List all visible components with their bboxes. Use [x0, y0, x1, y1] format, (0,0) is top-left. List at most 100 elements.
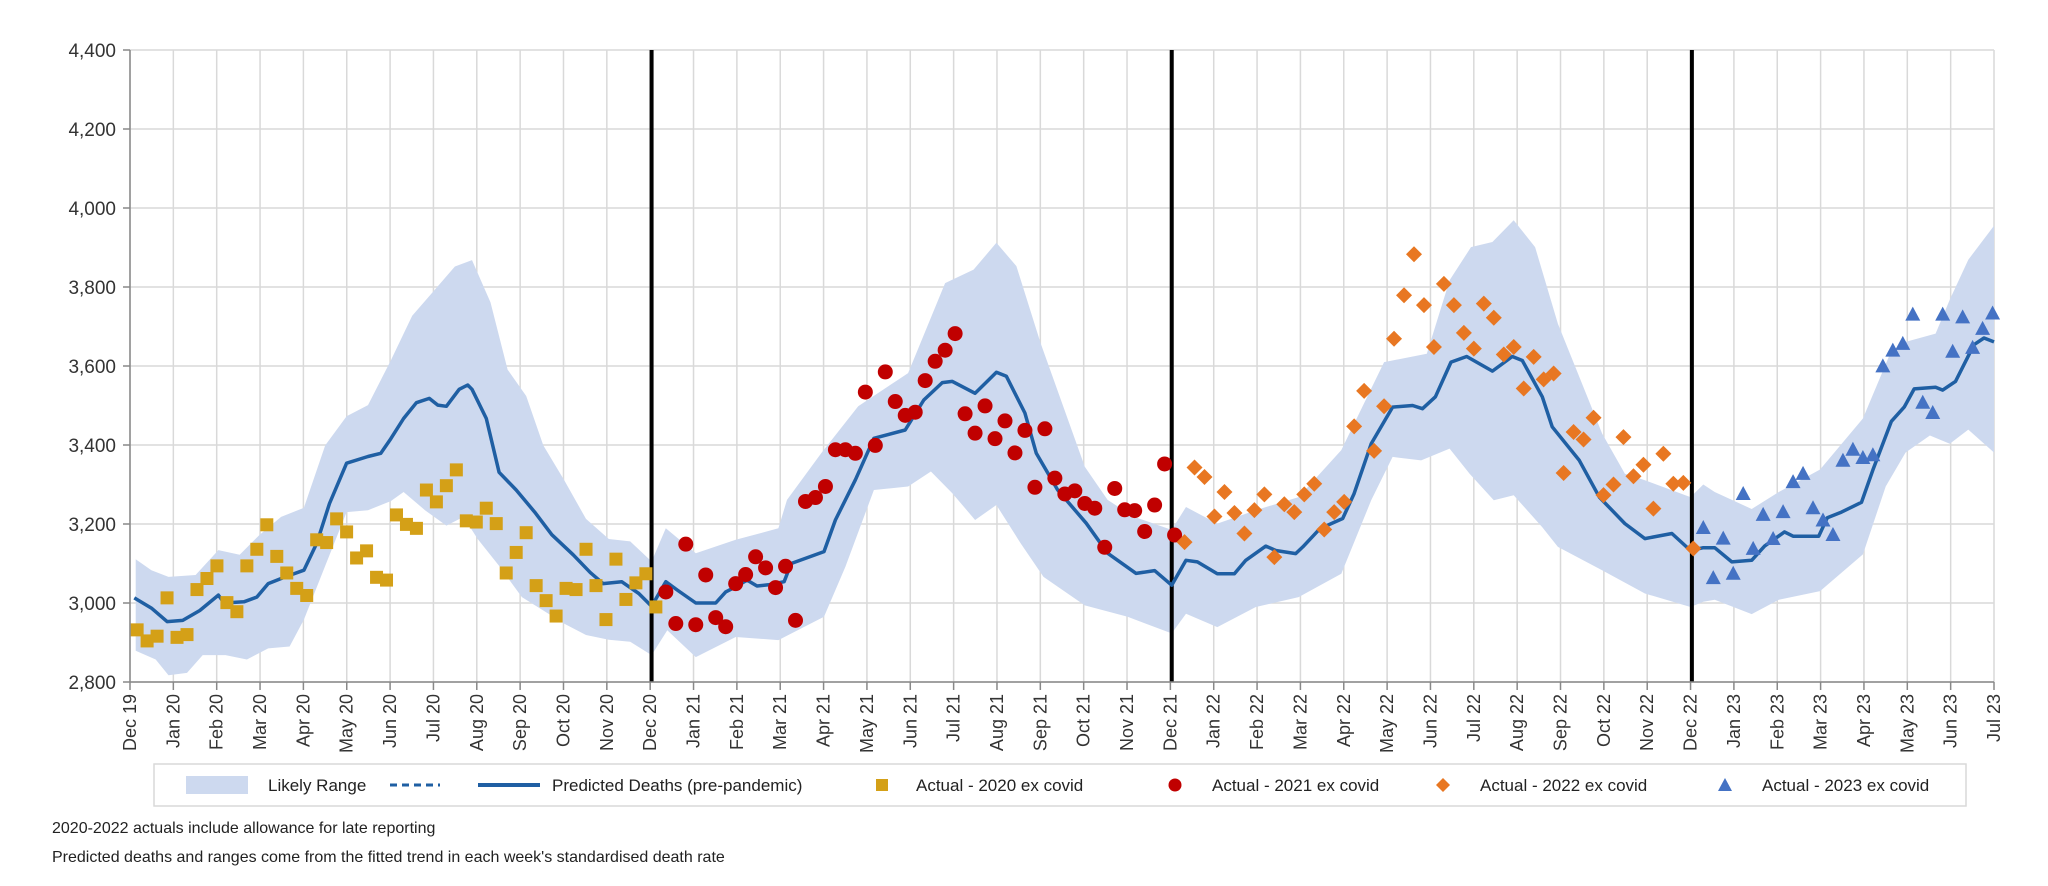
footnote-late-reporting: 2020-2022 actuals include allowance for … [52, 820, 435, 837]
actual-diamond-point [1475, 295, 1492, 312]
actual-circle-point [708, 610, 724, 626]
actual-square-point [160, 591, 174, 605]
x-tick-label: Nov 22 [1637, 694, 1657, 751]
actual-diamond-point [1525, 348, 1542, 365]
actual-diamond-point [1635, 456, 1652, 473]
actual-circle-point [917, 373, 933, 389]
actual-triangle-point [1735, 485, 1751, 500]
actual-circle-point [1127, 503, 1143, 519]
actual-circle-point [738, 567, 754, 583]
x-tick-label: Apr 21 [814, 694, 834, 747]
actual-square-point [180, 628, 194, 642]
actual-square-point [380, 573, 394, 587]
x-tick-label: Jul 22 [1464, 694, 1484, 742]
actual-circle-point [987, 431, 1003, 447]
x-tick-label: Oct 22 [1594, 694, 1614, 747]
actual-square-point [230, 605, 244, 619]
x-tick-label: May 21 [857, 694, 877, 753]
actual-triangle-point [1965, 339, 1981, 354]
actual-triangle-point [1875, 358, 1891, 373]
predicted-deaths-line [133, 336, 1995, 624]
actual-circle-point [1027, 479, 1043, 495]
actual-triangle-point [1765, 531, 1781, 546]
actual-diamond-point [1196, 468, 1213, 485]
actual-triangle-point [1795, 465, 1811, 480]
legend-box [153, 763, 1967, 807]
actual-square-point [539, 594, 553, 608]
actual-circle-point [748, 549, 764, 565]
y-tick-label: 4,400 [68, 41, 116, 62]
x-tick-label: Jun 21 [900, 694, 920, 748]
actual-square-point [330, 512, 344, 526]
actual-square-point [300, 588, 314, 602]
legend: Likely Range Predicted Deaths (pre-pande… [153, 763, 1967, 807]
actual-circle-point [967, 425, 983, 441]
x-tick-label: Feb 20 [207, 694, 227, 750]
x-tick-label: Mar 23 [1811, 694, 1831, 750]
x-tick-label: Jul 23 [1984, 694, 2004, 742]
y-tick-label: 3,000 [68, 594, 116, 615]
x-tick-label: May 23 [1897, 694, 1917, 753]
actual-circle-point [977, 398, 993, 414]
likely-range-band [135, 220, 1995, 676]
x-tick-label: Jun 23 [1941, 694, 1961, 748]
actual-circle-point [857, 384, 873, 400]
actual-diamond-point [1326, 504, 1343, 521]
actual-diamond-point [1665, 475, 1682, 492]
actual-circle-point [957, 406, 973, 422]
actual-square-point [569, 583, 583, 597]
actual-square-point [609, 552, 623, 566]
actual-square-point [589, 579, 603, 593]
actual-diamond-point [1625, 468, 1642, 485]
actual-triangle-point [1975, 320, 1991, 335]
actual-diamond-point [1615, 429, 1632, 446]
x-tick-label: Feb 22 [1247, 694, 1267, 750]
actual-circle-point [1167, 527, 1183, 543]
x-tick-label: Oct 20 [553, 694, 573, 747]
actual-diamond-point [1645, 500, 1662, 517]
actual-triangle-point [1825, 527, 1841, 542]
actual-triangle-point [1985, 305, 2001, 320]
actual-circle-point [1007, 445, 1023, 461]
actual-circle-point [937, 342, 953, 358]
actual-square-point [429, 495, 443, 509]
actual-circle-point [997, 413, 1013, 429]
legend-label-predicted: Predicted Deaths (pre-pandemic) [552, 776, 802, 795]
actual-diamond-point [1236, 525, 1253, 542]
actual-diamond-point [1405, 246, 1422, 263]
actual-diamond-point [1396, 287, 1413, 304]
actual-square-point [409, 521, 423, 535]
legend-label-range: Likely Range [268, 776, 366, 795]
actual-circle-point [688, 617, 704, 633]
actual-circle-point [668, 616, 684, 632]
actual-square-point [479, 501, 493, 515]
actual-triangle-point [1915, 394, 1931, 409]
actual-square-point [489, 517, 503, 531]
actual-square-point [220, 596, 234, 610]
actual-square-point [529, 579, 543, 593]
actual-diamond-point [1685, 540, 1702, 557]
actual-circle-point [907, 404, 923, 420]
x-tick-label: May 22 [1377, 694, 1397, 753]
actual-diamond-point [1675, 474, 1692, 491]
actual-triangle-point [1905, 306, 1921, 321]
actual-circle-point [1137, 524, 1153, 540]
actual-diamond-point [1246, 502, 1263, 519]
actual-diamond-point [1206, 508, 1223, 525]
actual-diamond-point [1585, 409, 1602, 426]
x-tick-label: Mar 20 [250, 694, 270, 750]
actual-diamond-point [1655, 445, 1672, 462]
actual-circle-point [1097, 539, 1113, 555]
actual-diamond-point [1435, 275, 1452, 292]
actual-square-point [619, 592, 633, 606]
x-tick-label: Jan 23 [1724, 694, 1744, 748]
x-tick-label: Aug 22 [1507, 694, 1527, 751]
actual-square-point [340, 525, 354, 539]
x-tick-label: Jan 20 [163, 694, 183, 748]
y-tick-label: 3,200 [68, 515, 116, 536]
x-tick-label: Dec 22 [1681, 694, 1701, 751]
actual-square-point [579, 542, 593, 556]
actual-diamond-point [1356, 382, 1373, 399]
x-tick-label: Nov 21 [1117, 694, 1137, 751]
